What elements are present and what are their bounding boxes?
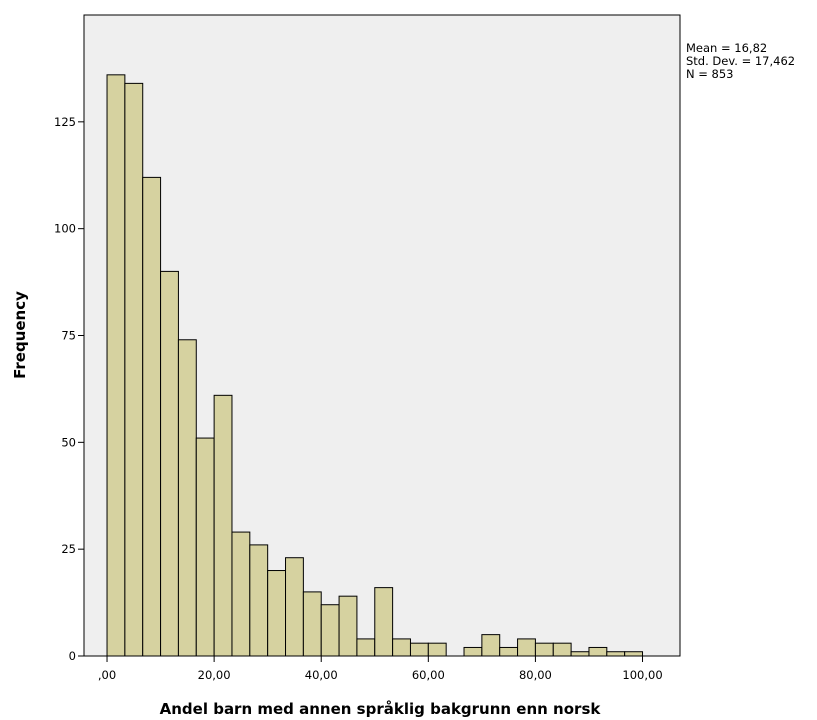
- y-axis: 0 25 50 75 100 125: [54, 115, 84, 663]
- histogram-bar: [231, 531, 251, 657]
- x-tick-label: 40,00: [305, 668, 338, 682]
- histogram-bar: [409, 642, 429, 657]
- x-tick-label: 100,00: [622, 668, 662, 682]
- histogram-bar: [160, 270, 179, 657]
- stats-n: N = 853: [686, 67, 734, 81]
- histogram-bar: [552, 642, 572, 657]
- histogram-bar: [142, 176, 162, 657]
- histogram-bar: [570, 651, 590, 657]
- histogram-bar: [249, 544, 269, 657]
- histogram-bar: [588, 646, 608, 657]
- histogram-bar: [517, 638, 536, 657]
- histogram-bar: [606, 651, 626, 657]
- histogram-bar: [285, 557, 304, 657]
- y-tick-label: 75: [61, 329, 76, 343]
- stats-std-dev: Std. Dev. = 17,462: [686, 54, 795, 68]
- x-tick-label: ,00: [98, 668, 116, 682]
- histogram-bar: [356, 638, 376, 657]
- histogram-bar: [267, 570, 287, 657]
- y-tick-label: 100: [54, 222, 76, 236]
- x-axis: ,00 20,00 40,00 60,00 80,00 100,00: [98, 656, 663, 682]
- x-tick-label: 60,00: [412, 668, 445, 682]
- histogram-bar: [463, 646, 483, 657]
- bars-group: [106, 74, 644, 657]
- histogram-bar: [106, 74, 126, 657]
- x-tick-label: 80,00: [519, 668, 552, 682]
- x-axis-title: Andel barn med annen språklig bakgrunn e…: [160, 700, 602, 718]
- y-axis-title: Frequency: [11, 291, 29, 379]
- y-tick-label: 0: [69, 649, 76, 663]
- stats-box: Mean = 16,82 Std. Dev. = 17,462 N = 853: [686, 41, 795, 81]
- histogram-bar: [499, 646, 519, 657]
- y-tick-label: 50: [61, 435, 76, 449]
- y-tick-label: 125: [54, 115, 76, 129]
- histogram-bar: [534, 642, 554, 657]
- histogram-bar: [624, 651, 644, 657]
- histogram-bar: [374, 587, 394, 657]
- histogram-bar: [177, 339, 197, 657]
- histogram-bar: [392, 638, 411, 657]
- histogram-bar: [338, 595, 358, 657]
- histogram-bar: [195, 437, 215, 657]
- histogram-bar: [124, 82, 144, 657]
- histogram-bar: [320, 604, 340, 657]
- histogram-bar: [302, 591, 322, 657]
- histogram-bar: [481, 634, 501, 657]
- x-tick-label: 20,00: [198, 668, 231, 682]
- histogram-bar: [427, 642, 447, 657]
- y-tick-label: 25: [61, 542, 76, 556]
- histogram-bar: [213, 394, 233, 657]
- stats-mean: Mean = 16,82: [686, 41, 767, 55]
